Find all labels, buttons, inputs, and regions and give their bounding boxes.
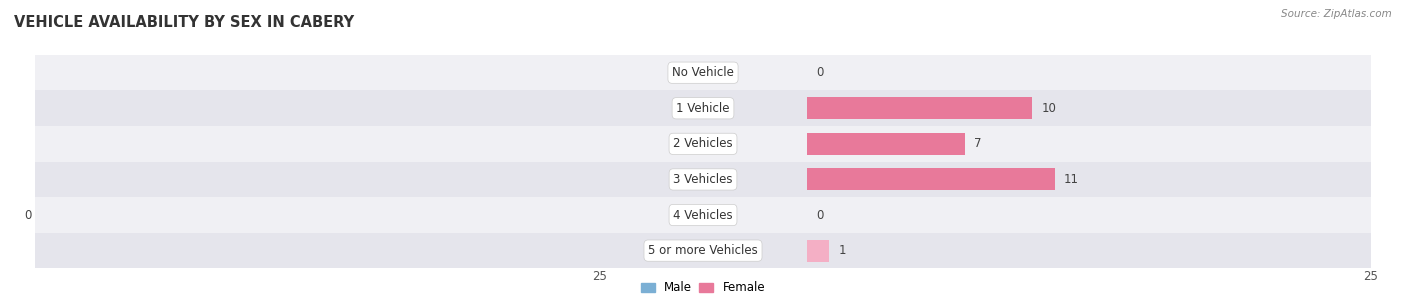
Legend: Male, Female: Male, Female [636,277,770,299]
Text: 0: 0 [815,66,824,79]
Text: 10: 10 [1042,102,1056,115]
Text: 1: 1 [838,244,846,257]
Bar [0,197,1406,233]
Text: 0: 0 [24,209,31,221]
Text: 11: 11 [1064,173,1078,186]
Bar [807,97,1032,119]
Text: 3 Vehicles: 3 Vehicles [673,173,733,186]
Text: VEHICLE AVAILABILITY BY SEX IN CABERY: VEHICLE AVAILABILITY BY SEX IN CABERY [14,15,354,30]
Bar [0,162,1406,197]
Bar [0,91,1406,126]
Text: Source: ZipAtlas.com: Source: ZipAtlas.com [1281,9,1392,19]
Bar [807,240,830,262]
Text: 2 Vehicles: 2 Vehicles [673,137,733,150]
Bar [0,55,1406,91]
Bar [807,133,965,155]
Bar [0,126,1406,162]
Bar [0,55,1406,91]
Text: 7: 7 [974,137,981,150]
Bar [0,97,35,119]
Bar [0,91,1406,126]
Bar [807,168,1054,190]
Text: 0: 0 [815,209,824,221]
Bar [0,240,35,262]
Text: 5 or more Vehicles: 5 or more Vehicles [648,244,758,257]
Bar [0,91,1406,126]
Bar [0,133,35,155]
Text: No Vehicle: No Vehicle [672,66,734,79]
Bar [0,197,1406,233]
Bar [0,233,1406,268]
Bar [0,162,1406,197]
Bar [0,168,35,190]
Bar [0,126,1406,162]
Bar [0,62,35,84]
Bar [0,126,1406,162]
Text: 4 Vehicles: 4 Vehicles [673,209,733,221]
Bar [0,233,1406,268]
Bar [0,162,1406,197]
Bar [0,55,1406,91]
Bar [0,233,1406,268]
Text: 1 Vehicle: 1 Vehicle [676,102,730,115]
Bar [0,197,1406,233]
